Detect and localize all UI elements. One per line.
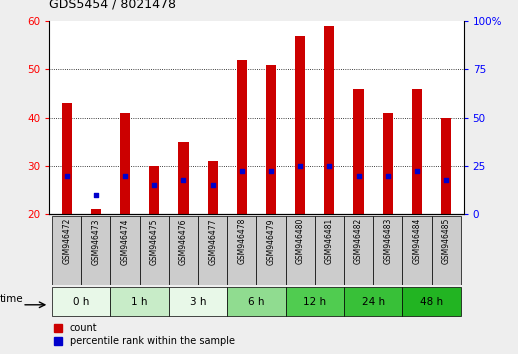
- Bar: [62, 103, 72, 214]
- Bar: [353, 89, 364, 214]
- Point: [325, 163, 334, 169]
- Text: GSM946480: GSM946480: [296, 218, 305, 264]
- Text: GSM946474: GSM946474: [121, 218, 130, 264]
- Bar: [344, 216, 373, 285]
- Text: GSM946477: GSM946477: [208, 218, 217, 264]
- Bar: [169, 287, 227, 316]
- Bar: [198, 216, 227, 285]
- Bar: [315, 216, 344, 285]
- Text: GSM946485: GSM946485: [442, 218, 451, 264]
- Point: [413, 168, 421, 173]
- Bar: [285, 216, 315, 285]
- Text: 12 h: 12 h: [303, 297, 326, 307]
- Text: GSM946479: GSM946479: [266, 218, 276, 264]
- Legend: count, percentile rank within the sample: count, percentile rank within the sample: [54, 324, 235, 346]
- Text: 6 h: 6 h: [248, 297, 265, 307]
- Text: time: time: [0, 294, 24, 304]
- Bar: [81, 216, 110, 285]
- Text: GSM946484: GSM946484: [412, 218, 422, 264]
- Text: GSM946476: GSM946476: [179, 218, 188, 264]
- Bar: [178, 142, 189, 214]
- Bar: [441, 118, 451, 214]
- Text: GSM946482: GSM946482: [354, 218, 363, 264]
- Text: 3 h: 3 h: [190, 297, 206, 307]
- Text: 0 h: 0 h: [73, 297, 90, 307]
- Bar: [110, 287, 169, 316]
- Bar: [431, 216, 461, 285]
- Bar: [373, 216, 402, 285]
- Bar: [169, 216, 198, 285]
- Text: GSM946473: GSM946473: [91, 218, 100, 264]
- Text: GSM946475: GSM946475: [150, 218, 159, 264]
- Bar: [149, 166, 160, 214]
- Text: GDS5454 / 8021478: GDS5454 / 8021478: [49, 0, 176, 11]
- Bar: [295, 36, 305, 214]
- Bar: [256, 216, 285, 285]
- Text: GSM946483: GSM946483: [383, 218, 392, 264]
- Point: [150, 182, 159, 188]
- Text: 1 h: 1 h: [132, 297, 148, 307]
- Bar: [344, 287, 402, 316]
- Point: [442, 178, 450, 183]
- Point: [354, 173, 363, 178]
- Bar: [402, 216, 431, 285]
- Bar: [237, 60, 247, 214]
- Text: 48 h: 48 h: [420, 297, 443, 307]
- Text: 24 h: 24 h: [362, 297, 385, 307]
- Point: [179, 178, 188, 183]
- Point: [63, 173, 71, 178]
- Text: GSM946472: GSM946472: [62, 218, 71, 264]
- Bar: [227, 287, 285, 316]
- Bar: [120, 113, 130, 214]
- Bar: [412, 89, 422, 214]
- Bar: [208, 161, 218, 214]
- Point: [238, 168, 246, 173]
- Text: GSM946481: GSM946481: [325, 218, 334, 264]
- Bar: [383, 113, 393, 214]
- Point: [121, 173, 129, 178]
- Bar: [266, 65, 276, 214]
- Bar: [402, 287, 461, 316]
- Bar: [91, 209, 101, 214]
- Bar: [52, 216, 81, 285]
- Bar: [324, 26, 335, 214]
- Point: [384, 173, 392, 178]
- Bar: [52, 287, 110, 316]
- Bar: [227, 216, 256, 285]
- Bar: [140, 216, 169, 285]
- Text: GSM946478: GSM946478: [237, 218, 247, 264]
- Point: [267, 168, 275, 173]
- Bar: [285, 287, 344, 316]
- Bar: [110, 216, 140, 285]
- Point: [92, 192, 100, 198]
- Point: [208, 182, 217, 188]
- Point: [296, 163, 305, 169]
